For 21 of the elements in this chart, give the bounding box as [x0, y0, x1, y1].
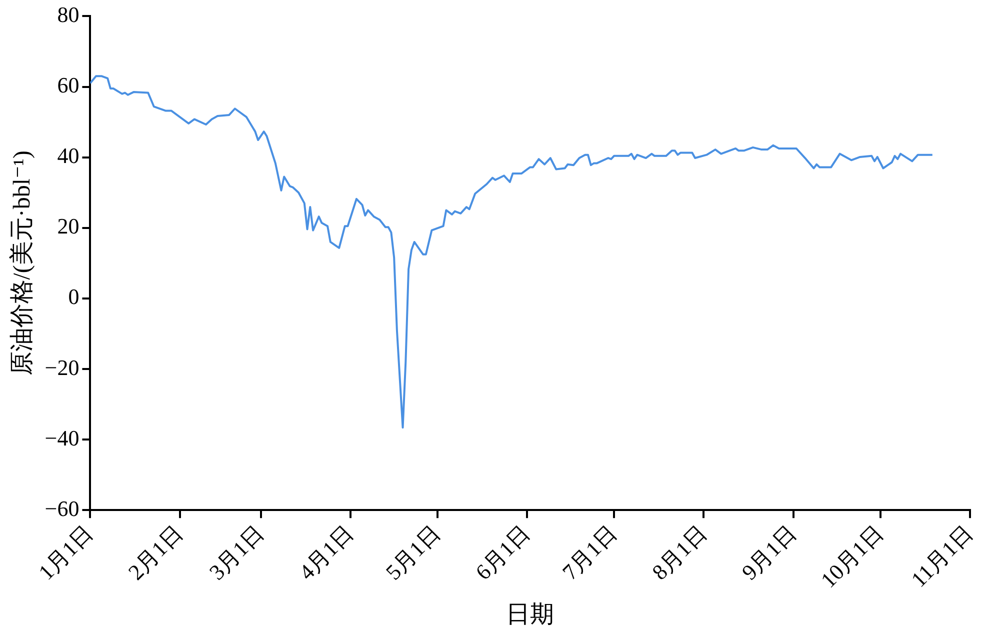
x-tick-label: 8月1日 [647, 520, 712, 585]
x-tick-label: 4月1日 [294, 520, 358, 585]
y-axis-title: 原油价格/(美元·bbl⁻¹) [8, 150, 36, 376]
x-tick-label: 3月1日 [204, 520, 269, 585]
x-axis-title: 日期 [506, 602, 554, 628]
x-tick-label: 2月1日 [123, 520, 188, 585]
x-tick-label: 10月1日 [816, 520, 888, 592]
y-tick-label: 40 [57, 143, 80, 168]
x-tick-label: 9月1日 [736, 520, 802, 585]
x-tick-label: 7月1日 [557, 520, 622, 585]
y-tick-label: −20 [44, 354, 80, 380]
x-tick-label: 5月1日 [380, 520, 446, 585]
y-tick-label: −40 [44, 425, 80, 450]
x-tick-label: 6月1日 [470, 520, 535, 585]
y-tick-label: 0 [68, 284, 80, 310]
y-tick-label: −60 [44, 496, 80, 521]
x-tick-label: 11月1日 [906, 520, 978, 592]
x-tick-label: 1月1日 [33, 520, 98, 585]
y-tick-label: 60 [57, 72, 80, 98]
y-tick-label: 20 [57, 214, 80, 239]
y-tick-label: 80 [57, 2, 80, 27]
